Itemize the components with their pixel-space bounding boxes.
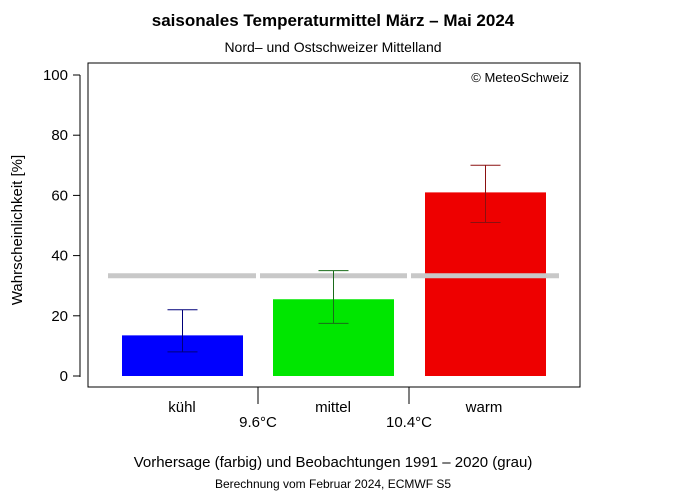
x-axis-categories: kühl mittel warm: [168, 399, 502, 416]
copyright-note: © MeteoSchweiz: [471, 70, 569, 85]
y-axis-label: Wahrscheinlichkeit [%]: [9, 155, 26, 305]
threshold-label: 9.6°C: [239, 414, 277, 431]
chart-title: saisonales Temperaturmittel März – Mai 2…: [152, 11, 515, 30]
y-tick-label: 100: [43, 67, 68, 84]
category-label: mittel: [315, 399, 351, 416]
error-bars: [167, 164, 501, 353]
threshold-label: 10.4°C: [386, 414, 432, 431]
category-label: warm: [465, 399, 503, 416]
chart-subtitle: Nord– und Ostschweizer Mittelland: [224, 39, 441, 55]
y-tick-label: 0: [60, 368, 68, 385]
x-axis-thresholds: 9.6°C 10.4°C: [239, 387, 432, 431]
y-tick-label: 80: [51, 127, 68, 144]
plot-frame: [87, 62, 581, 388]
footer-caption: Vorhersage (farbig) und Beobachtungen 19…: [134, 454, 533, 471]
y-tick-label: 20: [51, 308, 68, 325]
y-tick-label: 60: [51, 187, 68, 204]
footer-note: Berechnung vom Februar 2024, ECMWF S5: [215, 477, 451, 491]
category-label: kühl: [168, 399, 196, 416]
y-tick-label: 40: [51, 248, 68, 265]
y-axis-ticks: 0 20 40 60 80 100: [43, 67, 80, 385]
bar-2: [425, 192, 546, 376]
